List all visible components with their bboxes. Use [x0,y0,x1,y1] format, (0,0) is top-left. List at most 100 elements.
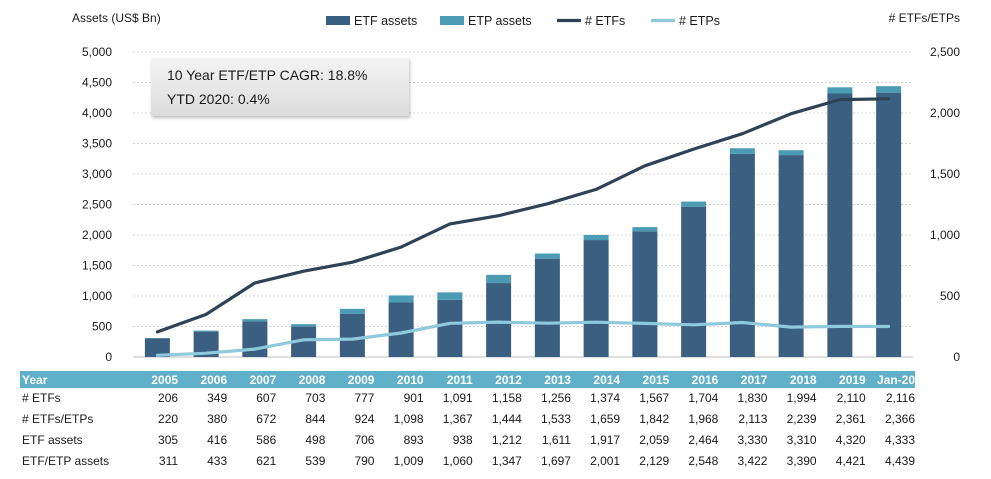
table-header-year: 2011 [423,371,473,388]
table-cell: 1,212 [472,429,522,451]
table-cell: 4,320 [816,429,866,451]
table-cell: 349 [178,388,228,409]
etp-assets-bar [193,330,219,332]
legend-etf-assets-swatch [326,16,350,25]
table-cell: 380 [178,408,228,430]
table-header-year: 2013 [521,371,571,388]
table-cell: 2,116 [865,388,915,409]
table-header-year: 2014 [570,371,621,388]
table-header-year: 2008 [276,371,326,388]
etp-assets-bar [242,319,268,322]
lines [155,97,891,357]
y-left-tick-label: 3,500 [82,137,112,151]
table-header-year: 2017 [718,371,768,388]
table-header-year: 2010 [374,371,424,388]
table-cell: 4,333 [865,429,915,451]
table-cell: 938 [423,429,473,451]
table-cell: 2,361 [816,408,866,430]
y-right-tick-label: 2,000 [930,106,960,120]
table-cell: 3,310 [767,429,817,451]
table-cell: 1,842 [620,408,670,430]
table-row-label: # ETFs [20,388,129,409]
etps-line [155,320,891,357]
table-cell: 1,567 [620,388,670,409]
table-header-year: Jan-20 [865,371,915,388]
table-cell: 1,704 [669,388,719,409]
table-cell: 2,464 [669,429,719,451]
table-cell: 220 [128,408,179,430]
y-left-tick-label: 4,000 [82,106,112,120]
table-cell: 2,129 [620,450,670,472]
table-header-year: 2019 [816,371,866,388]
etf-assets-bar [583,240,609,357]
table-cell: 706 [325,429,375,451]
table-cell: 777 [325,388,375,409]
table-row: ETF assets 305 416 586 498 706 893 938 1,212 1,61… [20,429,915,451]
table-cell: 1,374 [570,388,621,409]
legend: ETF assets ETP assets # ETFs # ETPs [326,14,720,28]
table-header-year: 2006 [178,371,228,388]
ytd-text: YTD 2020: 0.4% [167,91,270,107]
etp-assets-bar [876,86,902,93]
table-header-year: 2018 [767,371,817,388]
table-cell: 2,548 [669,450,719,472]
cagr-text: 10 Year ETF/ETP CAGR: 18.8% [167,67,368,83]
legend-etf-assets-label: ETF assets [354,14,417,28]
y-axis-left-ticks: 0 500 1,000 1,500 2,000 2,500 3,000 3,500 4,000 4… [82,45,112,364]
chart: Assets (US$ Bn) # ETFs/ETPs ETF assets ET… [72,11,960,364]
table-cell: 3,422 [718,450,768,472]
table-cell: 1,659 [570,408,621,430]
etfs-line [155,97,891,334]
table-cell: 1,060 [423,450,473,472]
table-cell: 1,697 [521,450,571,472]
table-cell: 621 [227,450,277,472]
y-right-tick-label: 0 [953,350,960,364]
table-header-year: 2015 [620,371,670,388]
table-cell: 1,533 [521,408,571,430]
table-cell: 539 [276,450,326,472]
legend-etp-assets-swatch [440,16,464,25]
table-cell: 2,366 [865,408,915,430]
table-cell: 305 [128,429,179,451]
table-cell: 1,367 [423,408,473,430]
y-right-tick-label: 1,000 [930,228,960,242]
y-right-tick-label: 2,500 [930,45,960,59]
table-cell: 2,239 [767,408,817,430]
y-left-tick-label: 2,000 [82,228,112,242]
table-cell: 3,330 [718,429,768,451]
table-header-year: 2012 [472,371,522,388]
table-row-label: ETF assets [20,429,129,451]
etf-assets-bar [534,258,560,357]
table-cell: 924 [325,408,375,430]
etp-assets-bar [437,292,463,300]
table-cell: 1,158 [472,388,522,409]
table-cell: 607 [227,388,277,409]
etp-assets-bar [534,253,560,259]
data-table: Year 2005 2006 2007 2008 2009 2010 2011 2012 201… [20,371,915,472]
y-left-tick-label: 0 [105,350,112,364]
table-cell: 1,994 [767,388,817,409]
y-axis-right-ticks: 0 500 1,000 1,500 2,000 2,500 [930,45,960,364]
table-row: # ETFs/ETPs 220 380 672 844 924 1,098 1,367 1,44… [20,408,915,430]
legend-etp-assets-label: ETP assets [468,14,532,28]
table-header-row: Year 2005 2006 2007 2008 2009 2010 2011 2012 201… [20,371,915,388]
table-cell: 498 [276,429,326,451]
etp-assets-bar [681,201,707,207]
table-header-label: Year [20,371,129,388]
table-header-year: 2007 [227,371,277,388]
y-left-tick-label: 3,000 [82,167,112,181]
etp-assets-bar [827,87,853,94]
table-cell: 703 [276,388,326,409]
etf-assets-bar [144,338,170,357]
etf-assets-bar [876,92,902,357]
etf-assets-bar [437,299,463,357]
table-cell: 2,001 [570,450,621,472]
etp-assets-bar [729,148,755,154]
table-cell: 893 [374,429,424,451]
table-header-year: 2009 [325,371,375,388]
table-header-year: 2005 [128,371,179,388]
y-axis-right-label: # ETFs/ETPs [889,11,960,25]
etf-assets-bar [242,321,268,357]
y-axis-left-label: Assets (US$ Bn) [72,11,161,25]
table-cell: 2,110 [816,388,866,409]
